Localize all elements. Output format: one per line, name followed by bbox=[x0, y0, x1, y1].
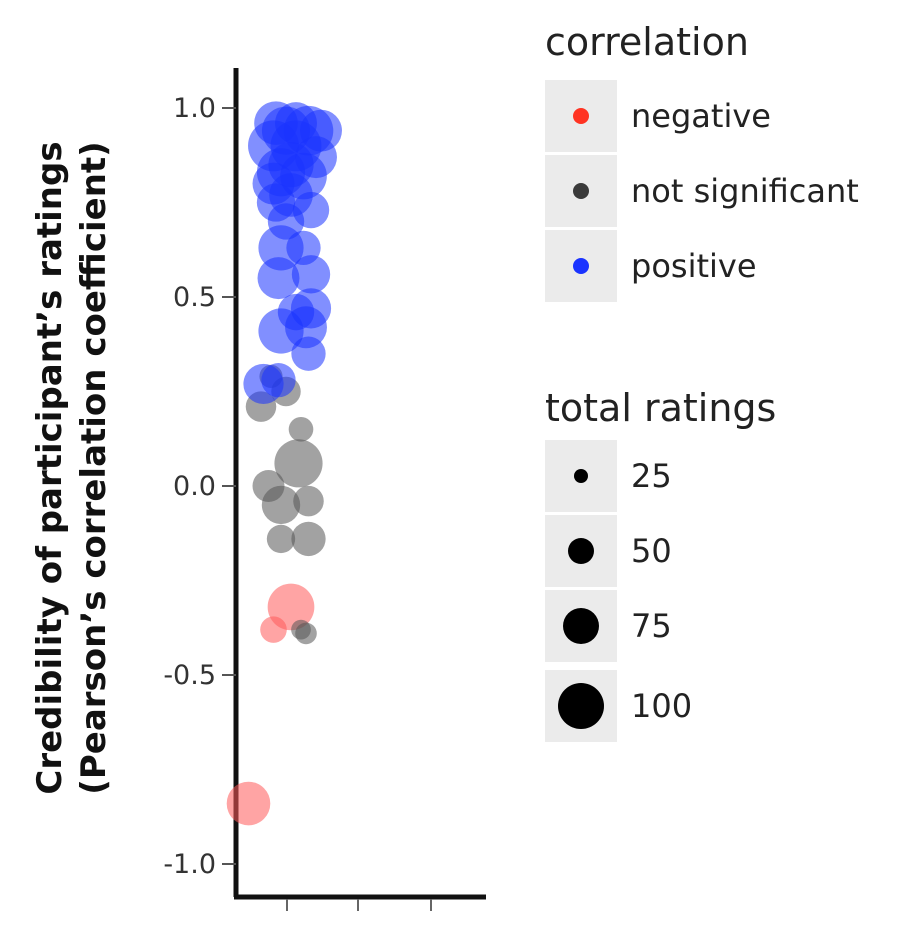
legend-color-item: positive bbox=[545, 230, 757, 302]
legend-label: not significant bbox=[631, 172, 859, 210]
legend-color-title: correlation bbox=[545, 20, 749, 64]
data-point bbox=[286, 230, 321, 266]
y-tick-label: 1.0 bbox=[173, 93, 216, 124]
y-tick-label: -1.0 bbox=[163, 849, 216, 880]
y-axis-title-line1: Credibility of participant’s ratings bbox=[30, 141, 70, 795]
data-point bbox=[226, 781, 271, 826]
legend-size-item: 100 bbox=[545, 670, 692, 742]
legend-dot bbox=[573, 258, 589, 274]
legend-size-item: 75 bbox=[545, 590, 672, 662]
legend-size-title: total ratings bbox=[545, 386, 777, 430]
legend-color-item: negative bbox=[545, 80, 771, 152]
legend-key bbox=[545, 515, 617, 587]
y-axis-title: Credibility of participant’s ratings (Pe… bbox=[28, 141, 116, 794]
data-point bbox=[291, 521, 326, 557]
data-point bbox=[261, 363, 296, 398]
legend-dot bbox=[568, 538, 594, 564]
data-point bbox=[266, 524, 296, 554]
data-point bbox=[252, 162, 295, 205]
legend-dot bbox=[558, 683, 604, 729]
points-layer bbox=[226, 101, 342, 826]
legend-label: 50 bbox=[631, 532, 672, 570]
legend-label: 75 bbox=[631, 607, 672, 645]
legend-key bbox=[545, 155, 617, 227]
data-point bbox=[260, 616, 287, 643]
legend-color-item: not significant bbox=[545, 155, 859, 227]
legend-key bbox=[545, 230, 617, 302]
legend-dot bbox=[574, 469, 588, 483]
legend-dot bbox=[563, 608, 599, 644]
legend-size-item: 50 bbox=[545, 515, 672, 587]
legend-key bbox=[545, 670, 617, 742]
y-axis-title-line2: (Pearson’s correlation coefficient) bbox=[74, 141, 114, 795]
data-point bbox=[274, 439, 323, 488]
legend-key bbox=[545, 440, 617, 512]
legend-key bbox=[545, 590, 617, 662]
y-axis-title-wrap: Credibility of participant’s ratings (Pe… bbox=[0, 0, 150, 931]
legend-label: 100 bbox=[631, 687, 693, 725]
legend-key bbox=[545, 80, 617, 152]
y-tick-label: 0.5 bbox=[173, 282, 216, 313]
data-point bbox=[277, 293, 315, 331]
data-point bbox=[275, 102, 317, 145]
legend-label: positive bbox=[631, 247, 757, 285]
y-tick-label: -0.5 bbox=[163, 660, 216, 691]
legend-dot bbox=[573, 108, 589, 124]
legend-label: 25 bbox=[631, 457, 672, 495]
data-point bbox=[252, 470, 285, 502]
legend-size-item: 25 bbox=[545, 440, 672, 512]
legend-label: negative bbox=[631, 97, 771, 135]
data-point bbox=[291, 619, 311, 640]
legend-dot bbox=[573, 183, 589, 199]
data-point bbox=[288, 416, 314, 442]
data-point bbox=[293, 485, 324, 517]
y-tick-label: 0.0 bbox=[173, 471, 216, 502]
